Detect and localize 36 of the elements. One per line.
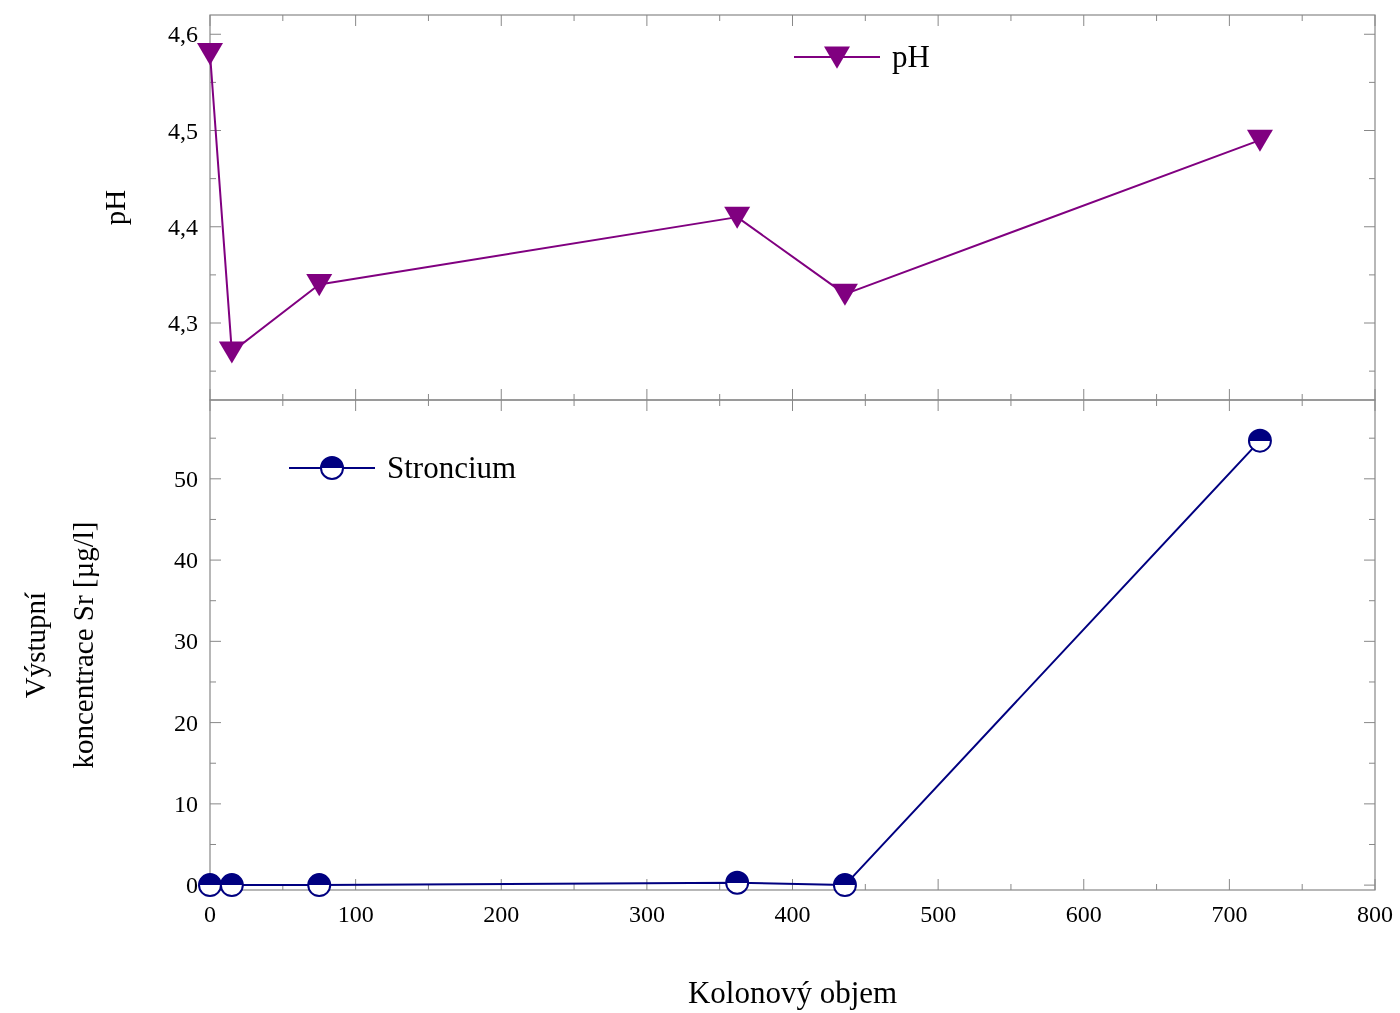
- x-tick-label: 500: [920, 901, 957, 927]
- y-tick-label: 10: [174, 790, 198, 817]
- point: [1246, 129, 1273, 152]
- y-axis-title: pH: [99, 189, 131, 226]
- y-tick-label: 20: [174, 709, 198, 736]
- y-tick-label: 40: [174, 547, 198, 574]
- point: [219, 873, 244, 898]
- point: [197, 43, 223, 66]
- point: [832, 873, 857, 898]
- x-tick-label: 200: [483, 901, 520, 927]
- y-tick-label: 30: [174, 628, 198, 655]
- y-tick-label: 4,4: [168, 213, 198, 240]
- x-axis-title: Kolonový objem: [687, 975, 898, 1010]
- x-tick-label: 400: [774, 901, 811, 927]
- point: [306, 274, 333, 297]
- point: [307, 873, 332, 898]
- point: [724, 206, 751, 229]
- y-tick-label: 4,3: [168, 310, 198, 336]
- legend-label: pH: [892, 39, 930, 74]
- point: [831, 283, 858, 306]
- y-axis-title: Výstupní koncentrace Sr [µg/l]: [19, 521, 99, 769]
- point: [198, 873, 222, 898]
- legend-label: Stroncium: [387, 450, 517, 485]
- x-tick-label: 100: [337, 901, 374, 927]
- y-tick-label: 0: [186, 872, 198, 899]
- point: [725, 870, 750, 895]
- y-tick-label: 4,5: [168, 117, 198, 144]
- x-tick-label: 600: [1065, 901, 1102, 927]
- point: [218, 341, 245, 364]
- x-tick-label: 0: [204, 901, 216, 927]
- x-tick-label: 800: [1357, 901, 1393, 927]
- x-tick-label: 300: [628, 901, 665, 927]
- point: [1247, 428, 1272, 453]
- y-tick-label: 4,6: [168, 21, 198, 48]
- y-tick-label: 50: [174, 465, 198, 492]
- x-tick-label: 700: [1211, 901, 1248, 927]
